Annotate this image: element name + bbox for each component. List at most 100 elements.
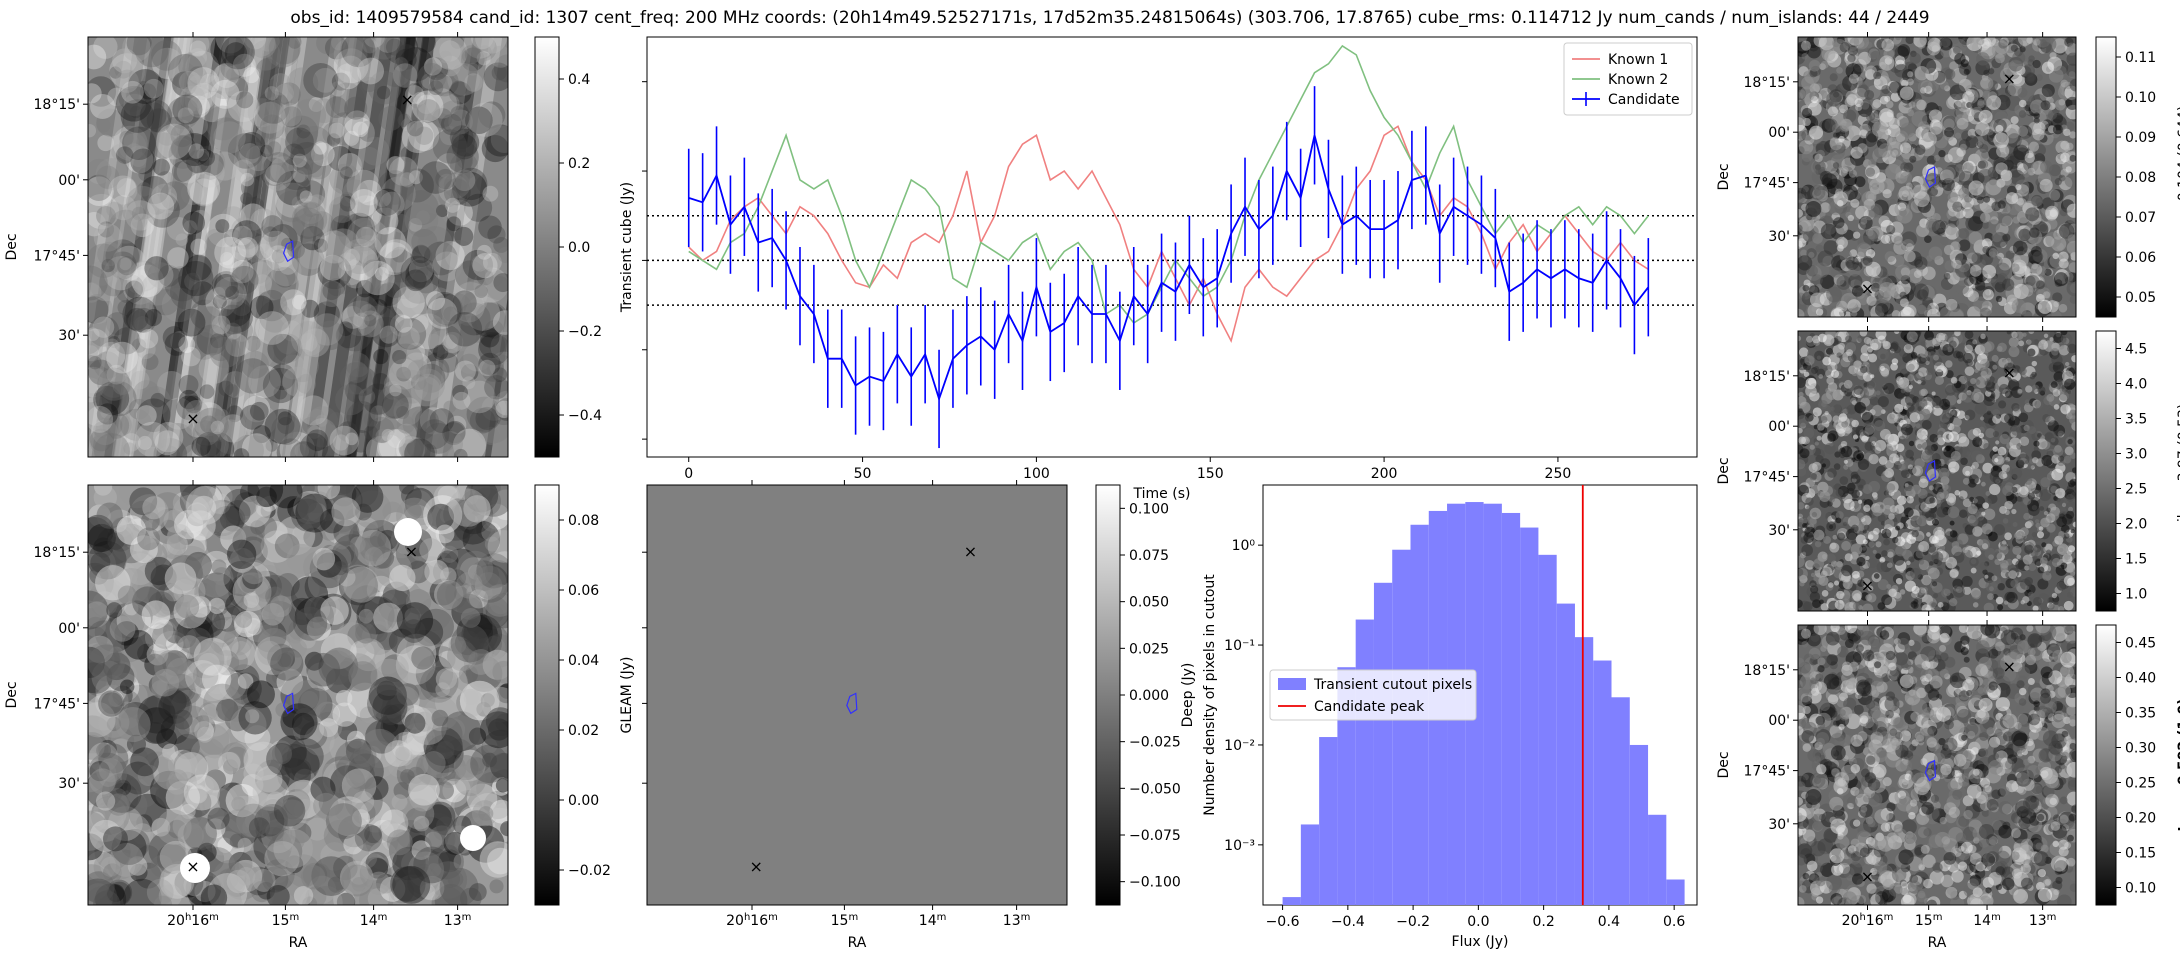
image-blob xyxy=(264,86,279,101)
image-blob xyxy=(376,85,391,100)
image-blob xyxy=(186,485,225,525)
colorbar-tick-label: 0.4 xyxy=(568,72,590,88)
image-blob xyxy=(1880,353,1886,360)
image-blob xyxy=(1798,130,1807,141)
image-blob xyxy=(2063,455,2072,464)
image-blob xyxy=(1908,440,1915,447)
image-blob xyxy=(1875,390,1881,396)
image-blob xyxy=(332,702,357,727)
image-blob xyxy=(399,172,415,188)
image-blob xyxy=(390,866,426,902)
image-blob xyxy=(191,416,221,446)
image-blob xyxy=(237,58,252,73)
image-blob xyxy=(1917,443,1923,449)
image-blob xyxy=(375,714,409,747)
image-blob xyxy=(1798,502,1805,510)
image-blob xyxy=(151,183,178,210)
image-blob xyxy=(88,315,120,347)
image-blob xyxy=(460,608,481,628)
image-blob xyxy=(2028,141,2040,152)
image-blob xyxy=(231,640,251,660)
image-blob xyxy=(486,354,508,382)
image-blob xyxy=(113,563,138,588)
image-blob xyxy=(215,219,230,234)
image-blob xyxy=(394,369,429,404)
image-blob xyxy=(183,774,220,811)
image-blob xyxy=(2067,389,2072,395)
image-blob xyxy=(317,254,352,290)
image-blob xyxy=(286,626,304,644)
image-blob xyxy=(1859,129,1869,139)
image-blob xyxy=(88,359,114,386)
image-blob xyxy=(189,502,224,537)
figure-title: obs_id: 1409579584 cand_id: 1307 cent_fr… xyxy=(290,8,1929,28)
image-blob xyxy=(1865,111,1876,122)
image-blob xyxy=(333,888,355,905)
image-blob xyxy=(406,437,428,457)
image-blob xyxy=(229,833,245,849)
image-blob xyxy=(1945,370,1954,379)
image-blob xyxy=(374,647,402,675)
image-blob xyxy=(1998,213,2012,227)
candidate-region-polygon xyxy=(282,240,295,263)
image-blob xyxy=(313,301,340,328)
image-blob xyxy=(88,327,100,342)
image-blob xyxy=(404,269,427,292)
image-blob xyxy=(345,352,371,378)
image-blob xyxy=(266,99,284,117)
image-blob xyxy=(1942,166,1956,181)
image-blob xyxy=(484,559,508,587)
image-blob xyxy=(383,275,407,298)
image-blob xyxy=(1901,231,1917,247)
image-blob xyxy=(179,530,208,559)
image-blob xyxy=(1911,529,1919,538)
image-blob xyxy=(330,81,346,97)
image-stripe xyxy=(346,37,417,457)
image-blob xyxy=(1861,411,1874,424)
image-blob xyxy=(255,769,279,793)
image-blob xyxy=(439,125,460,146)
image-blob xyxy=(88,864,111,902)
image-blob xyxy=(1851,400,1857,406)
image-blob xyxy=(167,96,200,130)
image-blob xyxy=(2017,453,2030,466)
image-blob xyxy=(450,790,489,829)
image-blob xyxy=(199,702,218,721)
image-blob xyxy=(117,560,148,591)
image-blob xyxy=(93,37,118,59)
image-blob xyxy=(1981,481,1986,487)
image-blob xyxy=(1949,61,1959,71)
image-blob xyxy=(491,778,508,797)
image-blob xyxy=(2008,337,2020,348)
colorbar-tick-label: 0.0 xyxy=(568,240,590,256)
image-blob xyxy=(334,740,374,780)
image-blob xyxy=(315,320,345,351)
image-blob xyxy=(173,575,206,608)
image-blob xyxy=(2004,500,2013,510)
image-blob xyxy=(1985,427,1996,439)
image-blob xyxy=(1903,507,1914,518)
image-blob xyxy=(156,191,178,214)
image-blob xyxy=(176,395,201,420)
image-blob xyxy=(2019,134,2032,146)
image-blob xyxy=(437,485,459,507)
image-blob xyxy=(303,550,336,584)
image-blob xyxy=(1888,49,1896,57)
image-blob xyxy=(202,706,219,723)
image-blob xyxy=(102,863,122,883)
image-blob xyxy=(394,798,416,819)
image-blob xyxy=(209,493,231,515)
image-blob xyxy=(307,502,327,523)
image-blob xyxy=(396,436,425,457)
image-blob xyxy=(478,333,508,366)
image-blob xyxy=(337,316,373,352)
image-blob xyxy=(210,333,225,349)
image-blob xyxy=(284,779,324,819)
image-blob xyxy=(150,132,177,159)
image-blob xyxy=(1853,231,1861,239)
image-blob xyxy=(138,328,159,349)
image-blob xyxy=(2035,522,2041,529)
image-blob xyxy=(116,603,152,638)
image-stripe xyxy=(113,37,180,457)
image-blob xyxy=(228,851,253,876)
